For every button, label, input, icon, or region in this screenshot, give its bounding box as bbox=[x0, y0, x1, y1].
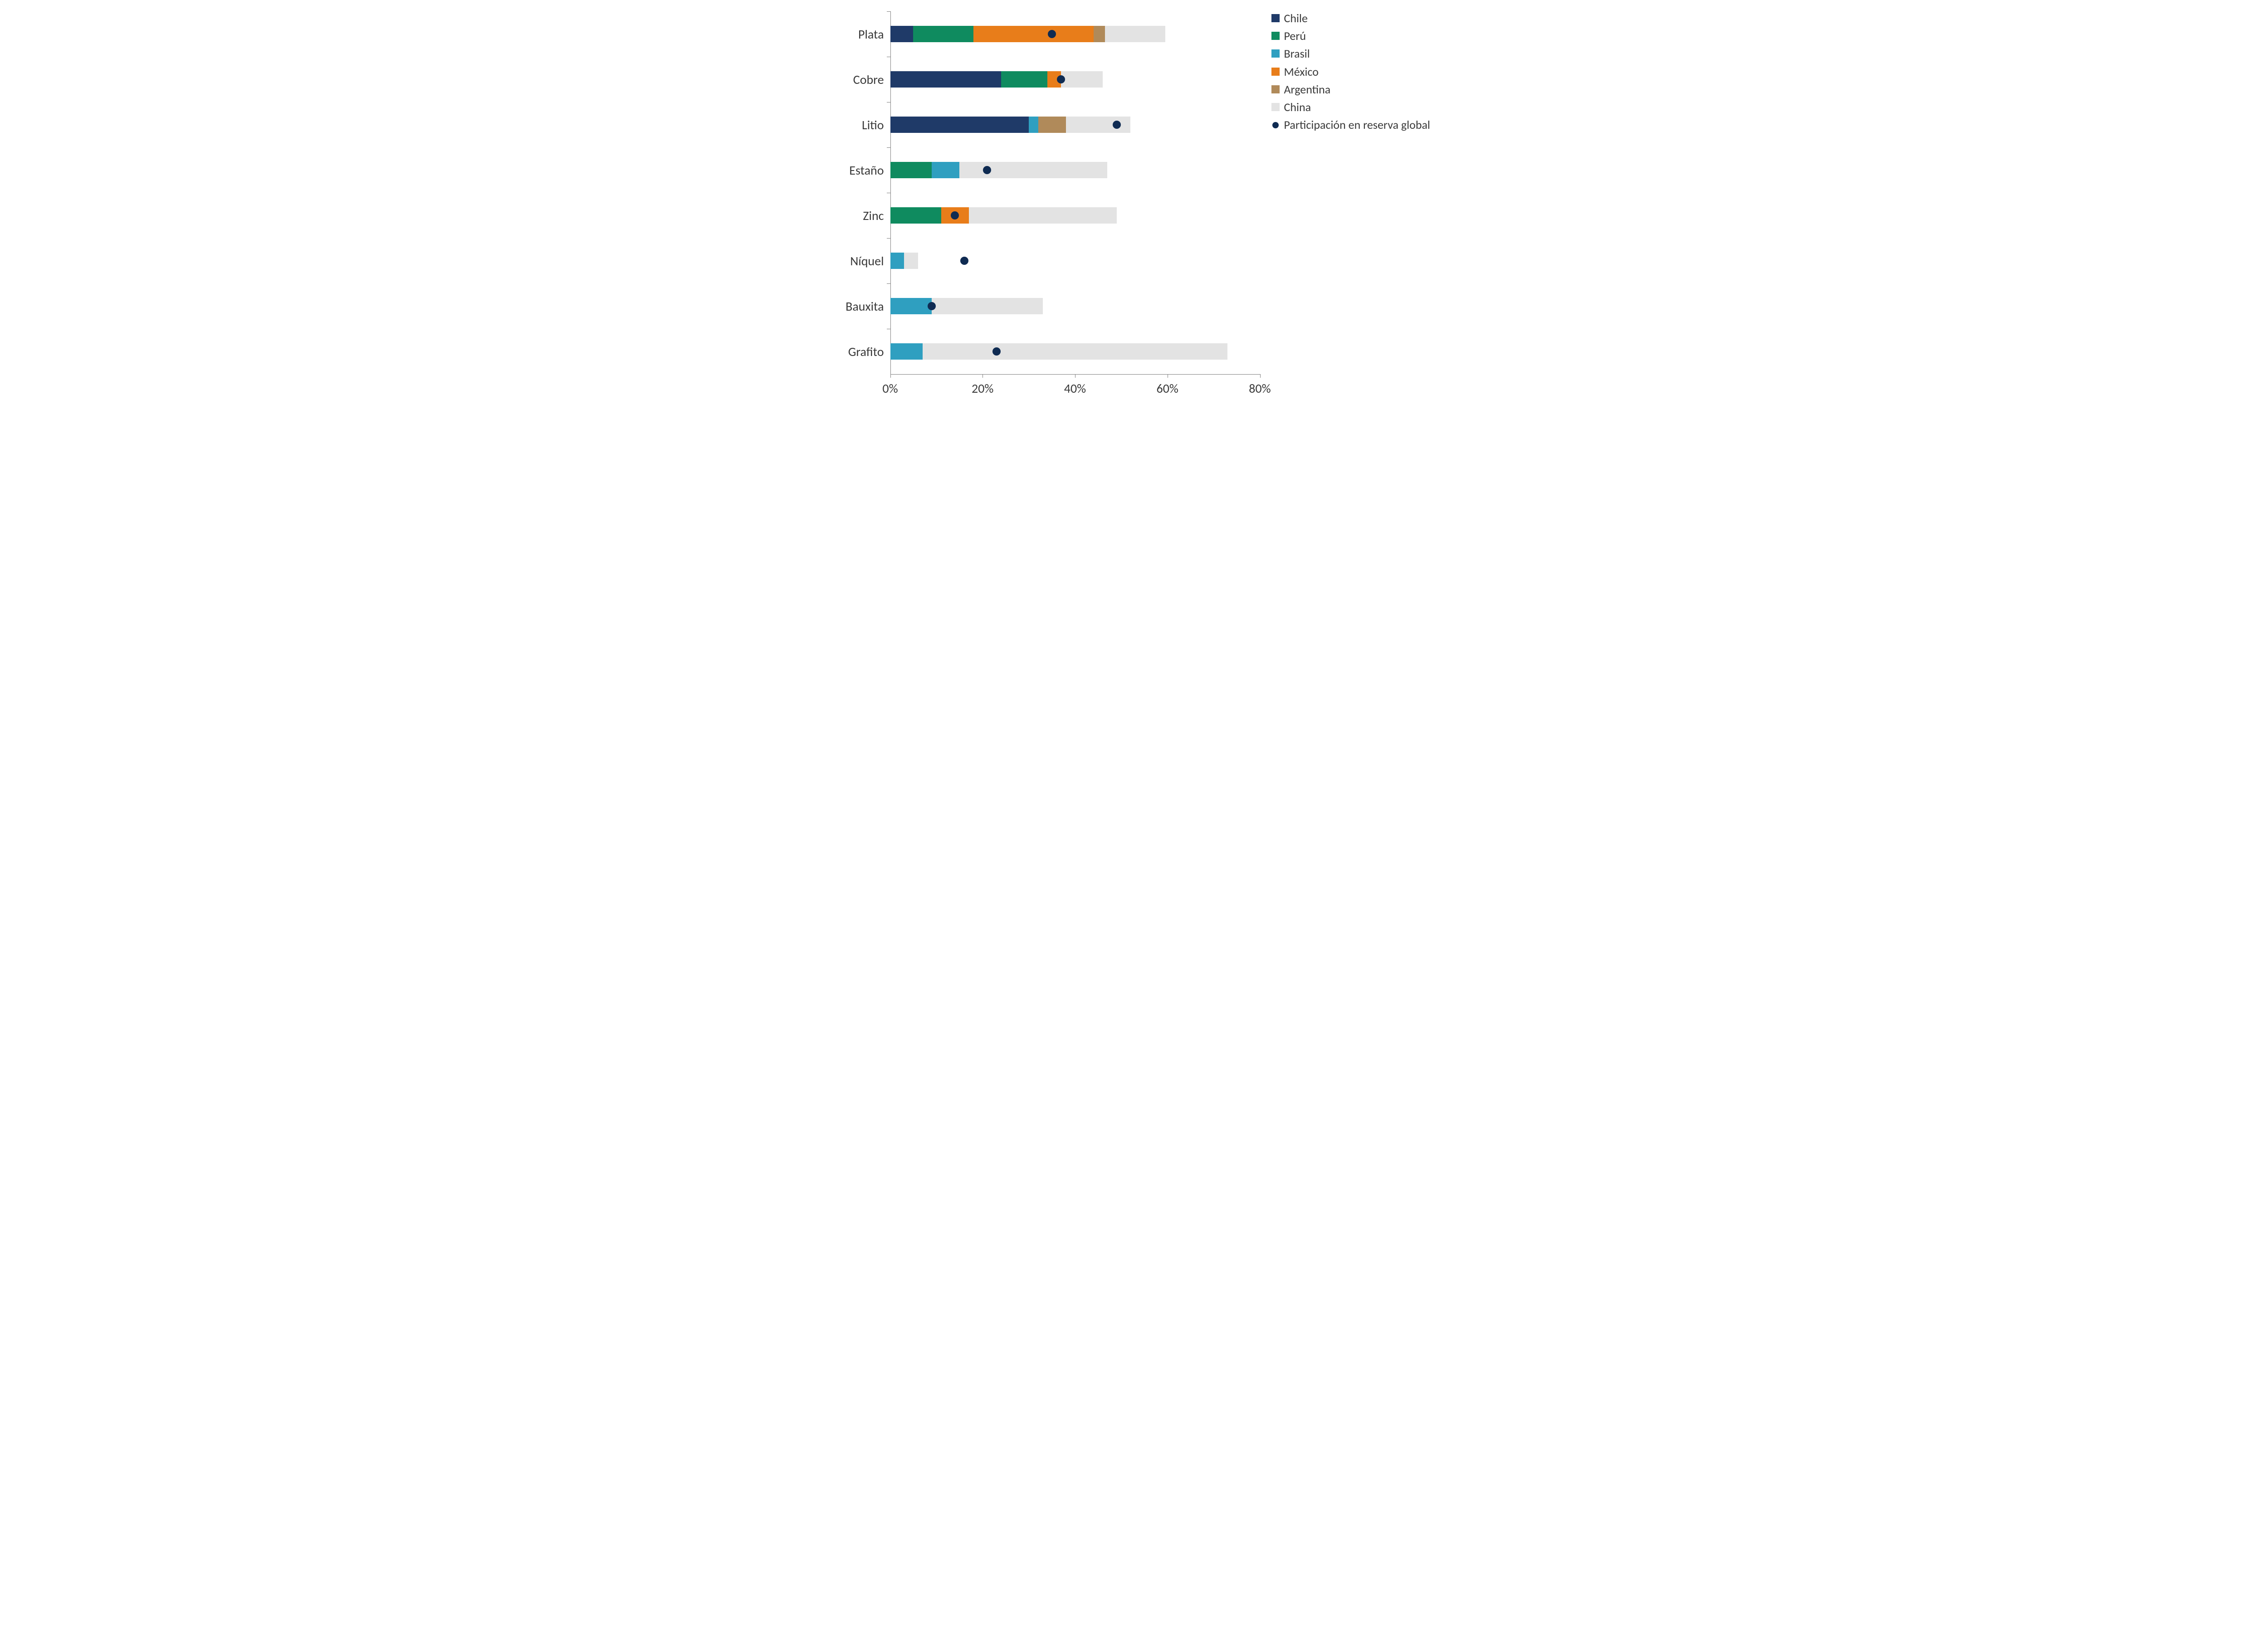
legend-swatch bbox=[1271, 14, 1280, 22]
bar-segment bbox=[932, 162, 959, 178]
reserve-share-marker bbox=[983, 166, 991, 174]
bar-segment bbox=[1001, 71, 1047, 88]
legend-label: Brasil bbox=[1284, 47, 1310, 61]
bar-segment bbox=[890, 117, 1029, 133]
y-axis-line bbox=[890, 11, 891, 374]
y-axis-label: Grafito bbox=[848, 344, 884, 360]
y-axis-label: Plata bbox=[858, 26, 884, 42]
legend-swatch bbox=[1271, 103, 1280, 111]
legend-item: Chile bbox=[1271, 11, 1430, 25]
bar-segment bbox=[890, 298, 932, 314]
legend-swatch bbox=[1271, 85, 1280, 93]
y-axis-label: Zinc bbox=[863, 208, 884, 224]
legend-swatch bbox=[1271, 68, 1280, 76]
legend-swatch bbox=[1271, 32, 1280, 40]
y-axis-label: Bauxita bbox=[846, 298, 884, 314]
bar-segment bbox=[913, 26, 973, 42]
legend-label: China bbox=[1284, 100, 1311, 114]
bar-segment bbox=[890, 207, 941, 224]
legend-label: Chile bbox=[1284, 11, 1308, 25]
legend-label: México bbox=[1284, 65, 1319, 79]
x-axis-tick-label: 0% bbox=[882, 380, 898, 396]
bar-segment bbox=[1061, 71, 1103, 88]
bar-segment bbox=[890, 253, 904, 269]
x-axis-tick-label: 40% bbox=[1064, 380, 1086, 396]
x-axis-tick-label: 20% bbox=[972, 380, 993, 396]
legend-item: China bbox=[1271, 100, 1430, 114]
chart-legend: Chile Perú Brasil México Argentina China Parti… bbox=[1271, 11, 1430, 136]
x-axis-tick bbox=[1260, 374, 1261, 378]
bar-segment bbox=[973, 26, 1094, 42]
legend-swatch bbox=[1271, 49, 1280, 58]
x-axis-tick-label: 60% bbox=[1157, 380, 1178, 396]
reserve-share-marker bbox=[1057, 75, 1065, 83]
bar-segment bbox=[1029, 117, 1038, 133]
bar-segment bbox=[1105, 26, 1165, 42]
bar-segment bbox=[969, 207, 1117, 224]
stacked-bar-chart: 0%20%40%60%80% ChilePerúBrasilMéxicoArge… bbox=[797, 0, 1471, 412]
x-axis-tick bbox=[982, 374, 983, 378]
y-axis-tick bbox=[887, 147, 890, 148]
bar-segment bbox=[1066, 117, 1131, 133]
bar-segment bbox=[932, 298, 1043, 314]
legend-item: Brasil bbox=[1271, 47, 1430, 61]
reserve-share-marker bbox=[992, 347, 1001, 356]
legend-item: Perú bbox=[1271, 29, 1430, 43]
y-axis-label: Estaño bbox=[849, 162, 884, 178]
bar-segment bbox=[959, 162, 1107, 178]
y-axis-tick bbox=[887, 238, 890, 239]
bar-segment bbox=[890, 26, 914, 42]
plot-area: 0%20%40%60%80% bbox=[890, 11, 1260, 374]
bar-segment bbox=[890, 71, 1002, 88]
bar-segment bbox=[1038, 117, 1066, 133]
bar-segment bbox=[890, 162, 932, 178]
y-axis-label: Cobre bbox=[853, 72, 884, 88]
reserve-share-marker bbox=[1113, 121, 1121, 129]
legend-marker-icon bbox=[1272, 122, 1279, 128]
x-axis-tick-label: 80% bbox=[1249, 380, 1271, 396]
legend-label: Argentina bbox=[1284, 83, 1331, 97]
bar-segment bbox=[904, 253, 918, 269]
reserve-share-marker bbox=[951, 211, 959, 219]
y-axis-label: Níquel bbox=[850, 253, 884, 269]
legend-label: Perú bbox=[1284, 29, 1306, 43]
reserve-share-marker bbox=[1048, 30, 1056, 38]
y-axis-tick bbox=[887, 11, 890, 12]
bar-segment bbox=[890, 343, 923, 360]
x-axis-tick bbox=[890, 374, 891, 378]
y-axis-label: Litio bbox=[862, 117, 884, 133]
bar-segment bbox=[923, 343, 1227, 360]
reserve-share-marker bbox=[960, 257, 968, 265]
y-axis-tick bbox=[887, 283, 890, 284]
bar-segment bbox=[1094, 26, 1105, 42]
legend-item: Argentina bbox=[1271, 83, 1430, 97]
legend-item: México bbox=[1271, 65, 1430, 79]
legend-item-marker: Participación en reserva global bbox=[1271, 118, 1430, 132]
legend-label: Participación en reserva global bbox=[1284, 118, 1430, 132]
reserve-share-marker bbox=[928, 302, 936, 310]
